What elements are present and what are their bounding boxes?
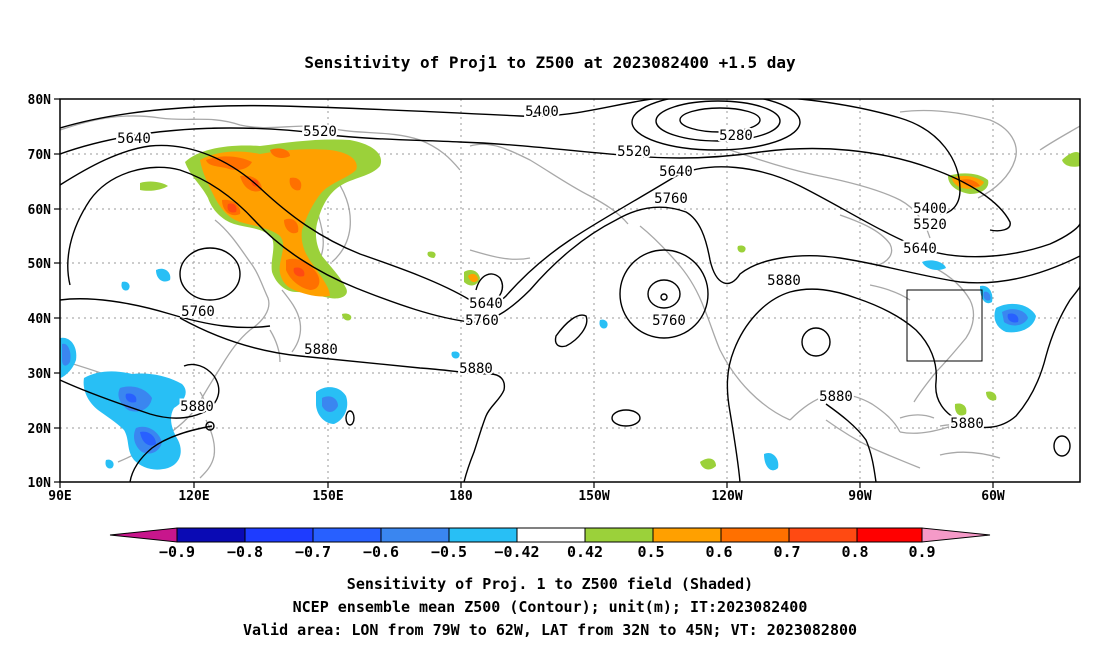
z500-contours — [60, 99, 1080, 482]
contour-label: 5880 — [459, 361, 493, 377]
contour-label: 5640 — [659, 164, 693, 180]
lat-label: 80N — [28, 93, 52, 108]
caption-line-3: Valid area: LON from 79W to 62W, LAT fro… — [243, 621, 857, 639]
contour-label: 5520 — [913, 217, 947, 233]
lat-label: 30N — [28, 367, 52, 382]
lon-label: 150E — [312, 489, 343, 504]
lon-label: 120E — [178, 489, 209, 504]
lat-label: 20N — [28, 422, 52, 437]
colorbar-label: 0.42 — [567, 543, 603, 561]
colorbar-swatch — [380, 527, 450, 543]
colorbar-swatch — [448, 527, 518, 543]
contour-label: 5760 — [652, 313, 686, 329]
contour-label: 5880 — [950, 416, 984, 432]
colorbar-swatch — [652, 527, 722, 543]
contour-label: 5640 — [903, 241, 937, 257]
colorbar-swatch — [720, 527, 790, 543]
colorbar-swatch — [584, 527, 654, 543]
contour-label: 5400 — [525, 104, 559, 120]
lon-label: 90E — [48, 489, 71, 504]
colorbar-label: 0.9 — [908, 543, 935, 561]
colorbar-label: −0.5 — [431, 543, 467, 561]
contour-label: 5880 — [304, 342, 338, 358]
contour-label: 5640 — [117, 131, 151, 147]
lat-label: 40N — [28, 312, 52, 327]
latitude-labels: 80N 70N 60N 50N 40N 30N 20N 10N — [28, 93, 52, 491]
lon-label: 150W — [578, 489, 609, 504]
colorbar-swatch — [244, 527, 314, 543]
colorbar-swatch — [176, 527, 246, 543]
contour-label: 5400 — [913, 201, 947, 217]
longitude-labels: 90E 120E 150E 180 150W 120W 90W 60W — [48, 489, 1005, 504]
contour-label: 5760 — [465, 313, 499, 329]
colorbar-label: −0.7 — [295, 543, 331, 561]
contour-label: 5880 — [767, 273, 801, 289]
lon-label: 90W — [848, 489, 872, 504]
contour-label: 5520 — [303, 124, 337, 140]
lon-label: 120W — [711, 489, 742, 504]
colorbar-label: 0.5 — [637, 543, 664, 561]
contour-label: 5640 — [469, 296, 503, 312]
map-frame — [59, 98, 1081, 483]
valid-area-box — [906, 289, 983, 362]
lat-label: 10N — [28, 476, 52, 491]
colorbar-swatches — [176, 527, 923, 543]
colorbar-label: −0.9 — [159, 543, 195, 561]
sensitivity-shading — [60, 139, 1080, 471]
lat-label: 60N — [28, 203, 52, 218]
colorbar-swatch — [312, 527, 382, 543]
map-panel: 5400528055205640552056405760540055205640… — [28, 93, 1081, 504]
colorbar: −0.9 −0.8 −0.7 −0.6 −0.5 −0.42 0.42 0.5 … — [109, 527, 991, 561]
contour-label: 5280 — [719, 128, 753, 144]
contour-label: 5760 — [181, 304, 215, 320]
colorbar-swatch — [788, 527, 858, 543]
figure-title: Sensitivity of Proj1 to Z500 at 20230824… — [304, 53, 796, 72]
colorbar-low-triangle — [109, 527, 178, 543]
colorbar-swatch — [856, 527, 923, 543]
colorbar-label: 0.6 — [705, 543, 732, 561]
caption-line-1: Sensitivity of Proj. 1 to Z500 field (Sh… — [347, 575, 753, 593]
figure-caption: Sensitivity of Proj. 1 to Z500 field (Sh… — [243, 575, 857, 639]
colorbar-label: −0.8 — [227, 543, 263, 561]
colorbar-label: −0.6 — [363, 543, 399, 561]
contour-label: 5880 — [819, 389, 853, 405]
colorbar-label: 0.7 — [773, 543, 800, 561]
colorbar-labels: −0.9 −0.8 −0.7 −0.6 −0.5 −0.42 0.42 0.5 … — [159, 543, 936, 561]
caption-line-2: NCEP ensemble mean Z500 (Contour); unit(… — [293, 598, 808, 616]
colorbar-high-triangle — [921, 527, 991, 543]
lon-label: 60W — [981, 489, 1005, 504]
colorbar-swatch — [516, 527, 586, 543]
lat-label: 70N — [28, 148, 52, 163]
contour-label: 5880 — [180, 399, 214, 415]
colorbar-label: −0.42 — [494, 543, 539, 561]
lat-label: 50N — [28, 257, 52, 272]
lon-label: 180 — [449, 489, 473, 504]
colorbar-label: 0.8 — [841, 543, 868, 561]
contour-labels: 5400528055205640552056405760540055205640… — [115, 102, 986, 434]
contour-label: 5520 — [617, 144, 651, 160]
contour-label: 5760 — [654, 191, 688, 207]
